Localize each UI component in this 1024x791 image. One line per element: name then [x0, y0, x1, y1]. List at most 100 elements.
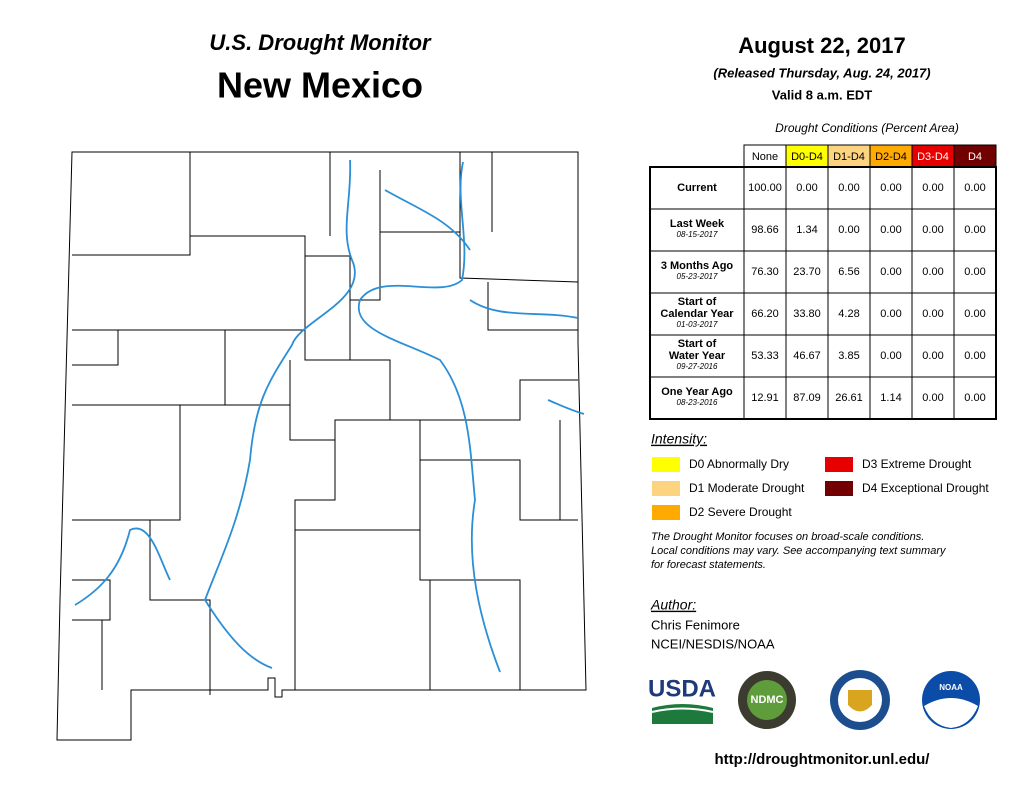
state-outline [56, 151, 587, 741]
value: 1.14 [880, 392, 901, 404]
table-caption: Drought Conditions (Percent Area) [775, 121, 959, 135]
value: 0.00 [922, 182, 943, 194]
row-date: 05-23-2017 [677, 272, 718, 281]
value-cell [785, 334, 829, 378]
ndmc-logo: NDMC [738, 671, 796, 729]
value: 0.00 [922, 308, 943, 320]
value: 0.00 [964, 350, 985, 362]
value-cell [743, 166, 787, 210]
legend-swatch [652, 505, 680, 520]
value: 0.00 [922, 350, 943, 362]
logo-shape [924, 698, 978, 728]
note-line: Local conditions may vary. See accompany… [651, 545, 947, 557]
value: 0.00 [964, 266, 985, 278]
value: 3.85 [838, 350, 859, 362]
row-label-cell [649, 208, 745, 252]
logo-shape [747, 680, 787, 720]
value: 0.00 [964, 182, 985, 194]
url: http://droughtmonitor.unl.edu/ [715, 751, 931, 768]
value-cell [827, 250, 871, 294]
value: 0.00 [880, 182, 901, 194]
release-date: (Released Thursday, Aug. 24, 2017) [713, 65, 930, 80]
logo-shape [652, 704, 713, 724]
legend: D0 Abnormally Dry D1 Moderate Drought D2 S… [652, 457, 989, 520]
value: 26.61 [835, 392, 863, 404]
value: 0.00 [922, 224, 943, 236]
noaa-logo: NOAA [922, 671, 980, 729]
county-line [72, 152, 578, 421]
value: 53.33 [751, 350, 779, 362]
value: 1.34 [796, 224, 817, 236]
column-header: D1-D4 [833, 151, 865, 163]
logo-text: NDMC [751, 694, 784, 706]
note-line: for forecast statements. [651, 559, 766, 571]
value: 12.91 [751, 392, 779, 404]
column-header: D4 [968, 151, 982, 163]
value-cell [911, 208, 955, 252]
legend-swatch [825, 457, 853, 472]
row-label-cell [649, 334, 745, 378]
legend-label: D2 Severe Drought [689, 505, 792, 519]
row-label: Start of [678, 338, 717, 350]
value: 6.56 [838, 266, 859, 278]
row-date: 08-15-2017 [677, 230, 718, 239]
logo-text: NOAA [939, 683, 963, 692]
value-cell [869, 376, 913, 420]
value: 33.80 [793, 308, 821, 320]
value-cell [785, 376, 829, 420]
column-header: None [752, 151, 778, 163]
value-cell [827, 208, 871, 252]
value-cell [911, 334, 955, 378]
value: 23.70 [793, 266, 821, 278]
value-cell [785, 208, 829, 252]
value: 0.00 [796, 182, 817, 194]
legend-label: D1 Moderate Drought [689, 481, 805, 495]
conditions-table: None D0-D4 D1-D4 D2-D4 D3-D4 D4 Current 100.00 0… [649, 144, 997, 420]
legend-title: Intensity: [651, 431, 707, 447]
row-label: Current [677, 182, 717, 194]
river [204, 159, 356, 669]
logo-shape [651, 707, 714, 713]
row-label: Water Year [669, 350, 726, 362]
row-label: Calendar Year [660, 308, 734, 320]
table-border [649, 166, 997, 420]
row-label: 3 Months Ago [661, 260, 734, 272]
value-cell [785, 166, 829, 210]
commerce-logo [830, 670, 890, 730]
county-line [72, 231, 579, 301]
row-label: One Year Ago [661, 386, 733, 398]
value: 0.00 [880, 224, 901, 236]
author-org: NCEI/NESDIS/NOAA [651, 636, 775, 651]
value-cell [953, 208, 997, 252]
map-date: August 22, 2017 [738, 33, 906, 58]
value: 4.28 [838, 308, 859, 320]
row-date: 09-27-2016 [677, 362, 718, 371]
value: 0.00 [964, 392, 985, 404]
value: 100.00 [748, 182, 782, 194]
value-cell [953, 376, 997, 420]
author-name: Chris Fenimore [651, 617, 740, 632]
author-title: Author: [650, 597, 696, 613]
value: 0.00 [838, 182, 859, 194]
usda-logo: USDA [648, 675, 716, 724]
value-cell [827, 376, 871, 420]
value-cell [827, 292, 871, 336]
legend-label: D4 Exceptional Drought [862, 481, 989, 495]
value: 46.67 [793, 350, 821, 362]
state-map [56, 151, 587, 741]
value: 98.66 [751, 224, 779, 236]
title: New Mexico [217, 65, 423, 106]
row-date: 01-03-2017 [677, 320, 718, 329]
value: 87.09 [793, 392, 821, 404]
value-cell [869, 334, 913, 378]
value: 76.30 [751, 266, 779, 278]
row-label: Start of [678, 296, 717, 308]
value-cell [911, 292, 955, 336]
value: 66.20 [751, 308, 779, 320]
column-header: D2-D4 [875, 151, 907, 163]
value-cell [743, 334, 787, 378]
row-date: 08-23-2016 [677, 398, 718, 407]
column-header: D3-D4 [917, 151, 949, 163]
river [74, 189, 585, 606]
